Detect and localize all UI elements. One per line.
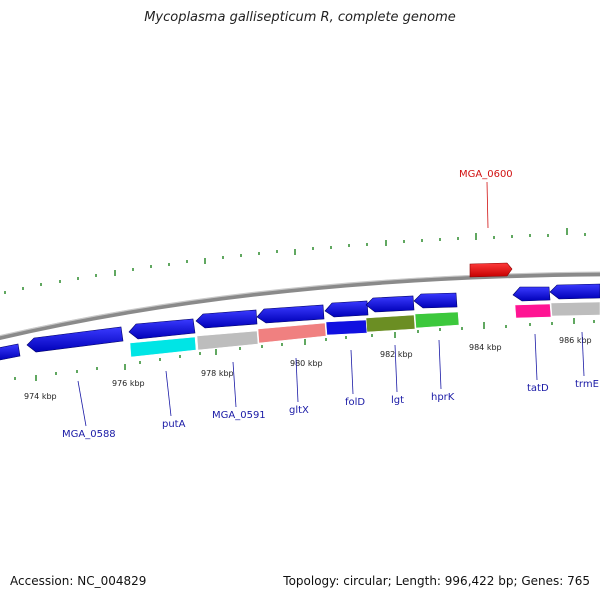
reverse-genes bbox=[0, 283, 600, 361]
genome-title: Mycoplasma gallisepticum R, complete gen… bbox=[144, 10, 456, 25]
gene-label-hprk[interactable]: hprK bbox=[431, 392, 455, 403]
gene-label-mga-0600[interactable]: MGA_0600 bbox=[459, 169, 513, 180]
gene-arrow[interactable] bbox=[512, 286, 551, 302]
genome-stats-text: Topology: circular; Length: 996,422 bp; … bbox=[283, 574, 590, 588]
gene-label-tatd[interactable]: tatD bbox=[527, 383, 549, 394]
outer-dot-track bbox=[4, 228, 586, 294]
tick-label: 976 kbp bbox=[112, 379, 145, 388]
accession-text: Accession: NC_004829 bbox=[10, 574, 147, 588]
gene-arrow[interactable] bbox=[549, 283, 600, 300]
gene-label-mga-0588[interactable]: MGA_0588 bbox=[62, 429, 116, 440]
kbp-ticks: 974 kbp 976 kbp 978 kbp 980 kbp 982 kbp … bbox=[24, 336, 592, 401]
tick-label: 984 kbp bbox=[469, 343, 502, 352]
cog-category-band bbox=[129, 301, 600, 358]
inner-dot-track bbox=[14, 318, 595, 381]
gene-label-gltx[interactable]: gltX bbox=[289, 405, 309, 416]
tick-label: 982 kbp bbox=[380, 350, 413, 359]
tick-label: 978 kbp bbox=[201, 369, 234, 378]
gene-labels: MGA_0600 MGA_0588 putA MGA_0591 gltX fol… bbox=[62, 169, 599, 440]
gene-label-fold[interactable]: folD bbox=[345, 397, 365, 408]
gene-arrow[interactable] bbox=[195, 309, 258, 329]
gene-arrow[interactable] bbox=[256, 304, 325, 324]
tick-label: 974 kbp bbox=[24, 392, 57, 401]
gene-mga-0600-arrow[interactable] bbox=[469, 262, 513, 278]
gene-arrow[interactable] bbox=[128, 318, 196, 340]
tick-label: 980 kbp bbox=[290, 359, 323, 368]
gene-arrow[interactable] bbox=[413, 292, 458, 309]
tick-label: 986 kbp bbox=[559, 336, 592, 345]
gene-label-trme[interactable]: trmE bbox=[575, 379, 599, 390]
genome-backbone bbox=[0, 271, 600, 340]
gene-label-mga-0591[interactable]: MGA_0591 bbox=[212, 410, 266, 421]
gene-label-puta[interactable]: putA bbox=[162, 419, 186, 430]
gene-arrow[interactable] bbox=[26, 326, 124, 353]
label-leader-lines bbox=[77, 181, 585, 427]
gene-arrow[interactable] bbox=[324, 300, 369, 318]
gene-arrow[interactable] bbox=[0, 343, 21, 361]
gene-arrow[interactable] bbox=[365, 295, 415, 313]
gene-label-lgt[interactable]: lgt bbox=[391, 395, 404, 406]
